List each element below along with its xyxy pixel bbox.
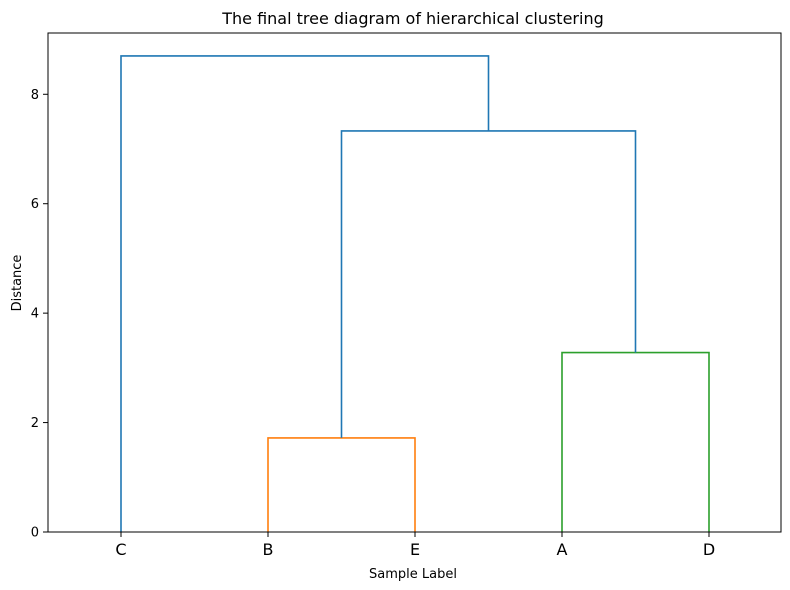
dendrogram-link-c-bead bbox=[120, 55, 490, 532]
dendrogram-link-b-e bbox=[267, 437, 416, 532]
plot-area: 0 2 4 6 8 C B E A D bbox=[31, 32, 782, 559]
y-tick-label-4: 4 bbox=[31, 307, 39, 322]
dendrogram-link-be-ad bbox=[340, 130, 637, 438]
x-tick-label-b: B bbox=[263, 540, 274, 559]
x-tick-label-e: E bbox=[410, 540, 420, 559]
y-tick-label-2: 2 bbox=[31, 416, 39, 431]
x-tick-label-d: D bbox=[703, 540, 715, 559]
y-tick-label-6: 6 bbox=[31, 197, 39, 212]
dendrogram-links bbox=[120, 55, 710, 532]
y-tick-label-0: 0 bbox=[31, 526, 39, 541]
x-tick-label-c: C bbox=[115, 540, 126, 559]
y-axis-label: Distance bbox=[10, 255, 25, 312]
dendrogram-link-a-d bbox=[561, 351, 710, 532]
y-tick-label-8: 8 bbox=[31, 88, 39, 103]
y-axis-ticks: 0 2 4 6 8 bbox=[31, 88, 48, 541]
chart-title: The final tree diagram of hierarchical c… bbox=[221, 9, 604, 28]
x-tick-label-a: A bbox=[557, 540, 568, 559]
x-axis-label: Sample Label bbox=[369, 567, 457, 582]
